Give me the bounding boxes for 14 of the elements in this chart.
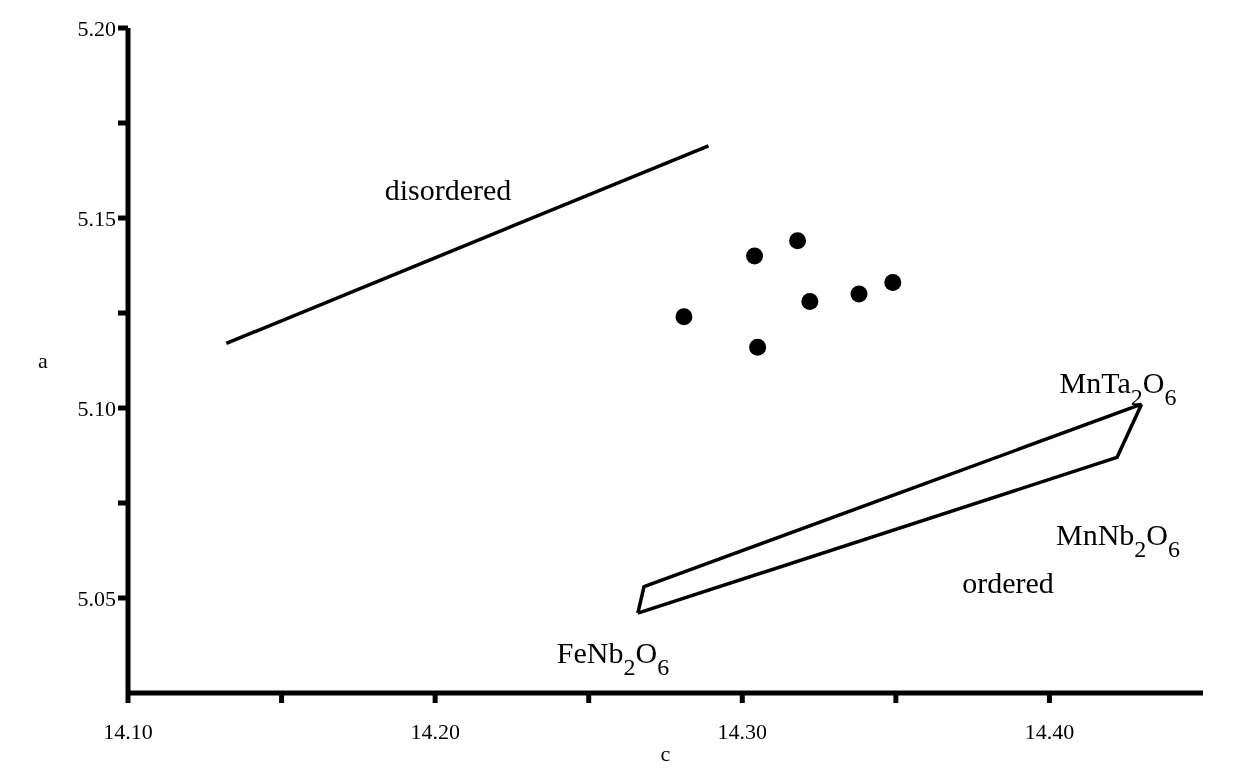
x-tick-label: 14.40 xyxy=(1024,718,1075,744)
y-tick-label: 5.05 xyxy=(77,585,116,611)
annotation: disordered xyxy=(384,172,512,206)
y-tick-label: 5.20 xyxy=(77,15,116,41)
y-tick-label: 5.10 xyxy=(77,395,116,421)
x-tick-label: 14.10 xyxy=(103,718,153,744)
x-tick-label: 14.20 xyxy=(410,718,460,744)
y-axis-title: a xyxy=(38,348,48,374)
x-tick-label: 14.30 xyxy=(717,718,768,744)
annotation: FeNb$_{2}$O$_{6}$ xyxy=(556,635,670,680)
annotation: ordered xyxy=(962,565,1054,599)
annotation: MnNb$_{2}$O$_{6}$ xyxy=(1055,517,1181,562)
y-tick-label: 5.15 xyxy=(77,205,116,231)
x-axis-title: c xyxy=(660,741,671,766)
